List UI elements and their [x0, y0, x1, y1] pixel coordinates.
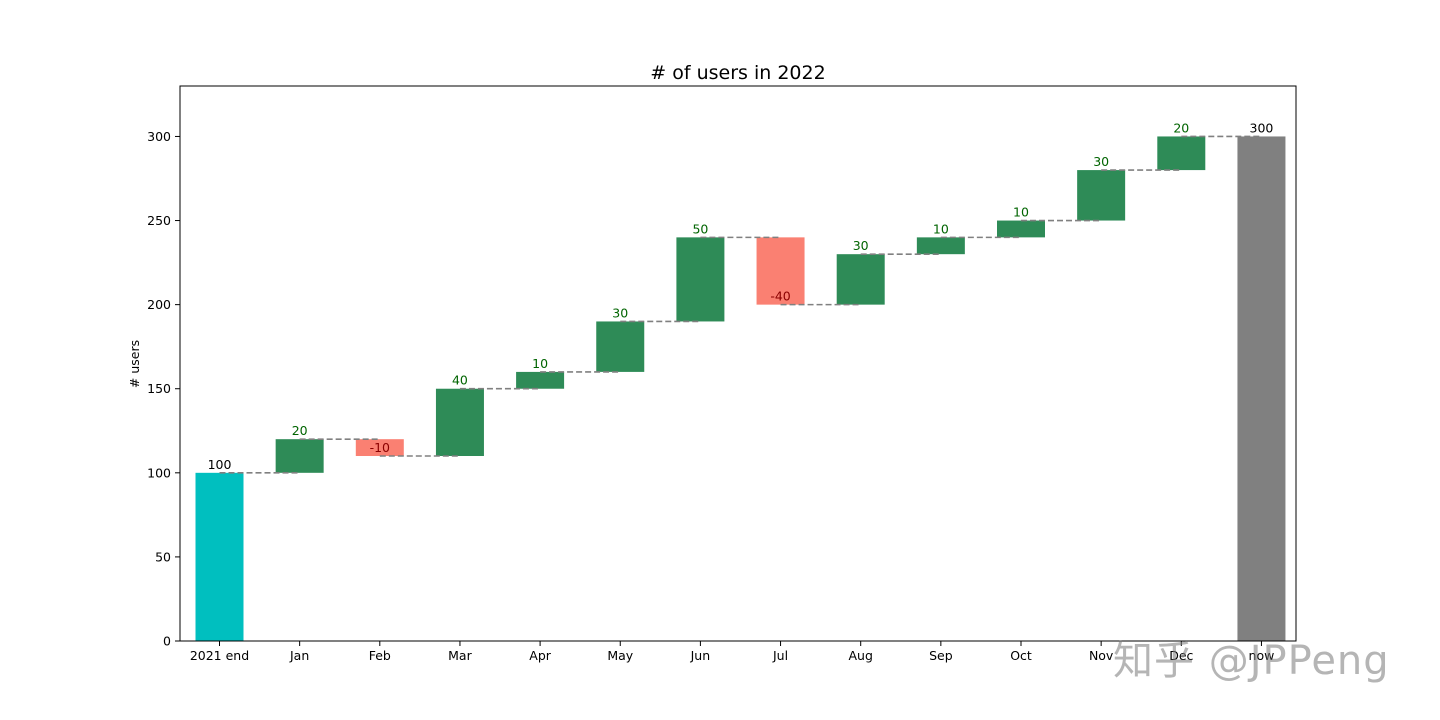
x-tick-label: Feb	[369, 648, 391, 663]
data-label: 30	[1093, 154, 1109, 169]
x-tick-label: Jun	[690, 648, 711, 663]
bar-may	[596, 321, 645, 372]
x-tick-label: Mar	[448, 648, 472, 663]
data-label: 20	[1173, 120, 1189, 135]
data-label: 300	[1250, 120, 1274, 135]
bar-2021-end	[195, 472, 244, 641]
x-tick-label: Apr	[529, 648, 551, 663]
bar-sep	[916, 237, 965, 255]
data-label: 20	[292, 423, 308, 438]
y-tick-label: 50	[155, 549, 171, 564]
y-tick-label: 300	[147, 129, 171, 144]
data-label: -40	[770, 289, 790, 304]
y-tick-label: 100	[147, 465, 171, 480]
data-label: 10	[933, 221, 949, 236]
plot-area: 100 20 -10 40 10 30 50 -40 30 10 10 30 20 300 0 50 100 15…	[147, 85, 1297, 663]
y-axis-label: # users	[127, 340, 142, 388]
x-tick-label: Sep	[929, 648, 953, 663]
y-tick-label: 250	[147, 213, 171, 228]
bar-feb	[355, 439, 404, 456]
y-tick-label: 200	[147, 297, 171, 312]
data-label: 30	[853, 238, 869, 253]
data-label: 40	[452, 373, 468, 388]
bar-oct	[997, 220, 1045, 238]
bar-jan	[275, 439, 324, 473]
x-tick-label: Aug	[848, 648, 872, 663]
plot-frame	[179, 85, 1297, 642]
x-tick-label: Oct	[1010, 648, 1032, 663]
x-tick-label: Nov	[1089, 648, 1114, 663]
bar-aug	[836, 254, 885, 305]
bar-jun	[676, 237, 725, 322]
bar-jul	[756, 237, 805, 305]
x-tick-label: Dec	[1169, 648, 1193, 663]
x-tick-label: Jan	[289, 648, 309, 663]
bar-dec	[1157, 136, 1206, 171]
data-label: 100	[208, 457, 232, 472]
chart-title: # of users in 2022	[650, 62, 825, 84]
x-tick-label: now	[1249, 648, 1275, 663]
bar-apr	[516, 371, 565, 389]
data-label: -10	[370, 440, 390, 455]
bar-now	[1237, 136, 1286, 642]
watermark: 知乎 @JPPeng	[1113, 638, 1390, 684]
data-label: 50	[692, 221, 708, 236]
y-tick-label: 0	[163, 634, 171, 649]
x-tick-label: Jul	[772, 648, 788, 663]
y-tick-label: 150	[147, 381, 171, 396]
x-tick-label: May	[607, 648, 633, 663]
data-label: 10	[1013, 205, 1029, 220]
data-label: 30	[612, 305, 628, 320]
data-label: 10	[532, 356, 548, 371]
bar-mar	[435, 388, 484, 456]
x-tick-label: 2021 end	[190, 648, 249, 663]
bar-nov	[1077, 170, 1126, 221]
